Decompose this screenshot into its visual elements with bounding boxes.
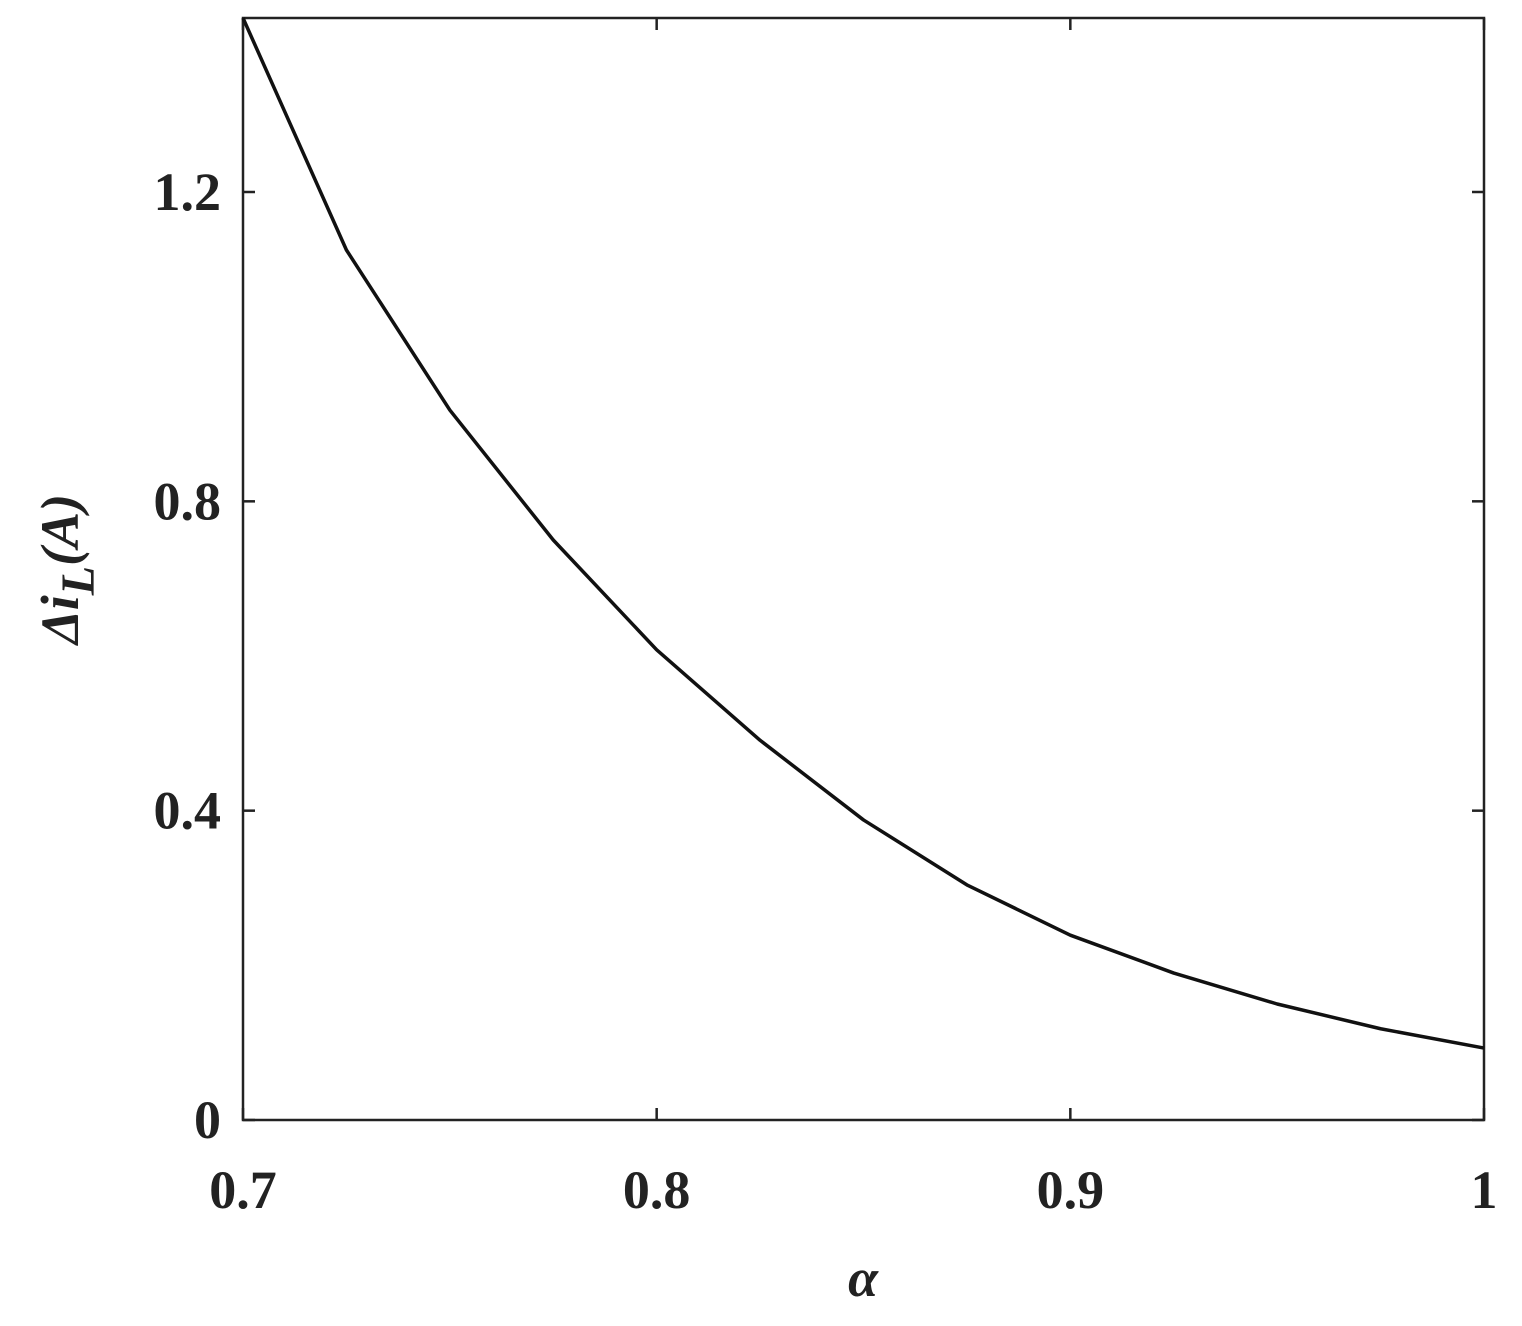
line-series: [241, 17, 1485, 1050]
x-axis-label: α: [848, 1248, 879, 1308]
y-label-main: Δi: [30, 595, 90, 646]
x-tick-label: 1: [1471, 1160, 1498, 1220]
y-axis-label: ΔiL(A): [30, 494, 105, 646]
y-label-sub: L: [52, 566, 105, 596]
x-tick-label: 0.9: [1037, 1160, 1105, 1220]
x-tick-label: 0.8: [623, 1160, 691, 1220]
x-tick-label: 0.7: [209, 1160, 277, 1220]
y-tick-label: 1.2: [154, 162, 222, 222]
y-tick-label: 0.8: [154, 471, 222, 531]
y-label-unit: (A): [30, 494, 90, 566]
y-tick-label: 0.4: [154, 781, 222, 841]
y-tick-label: 0: [194, 1090, 221, 1150]
plot-frame: [241, 16, 1486, 1122]
